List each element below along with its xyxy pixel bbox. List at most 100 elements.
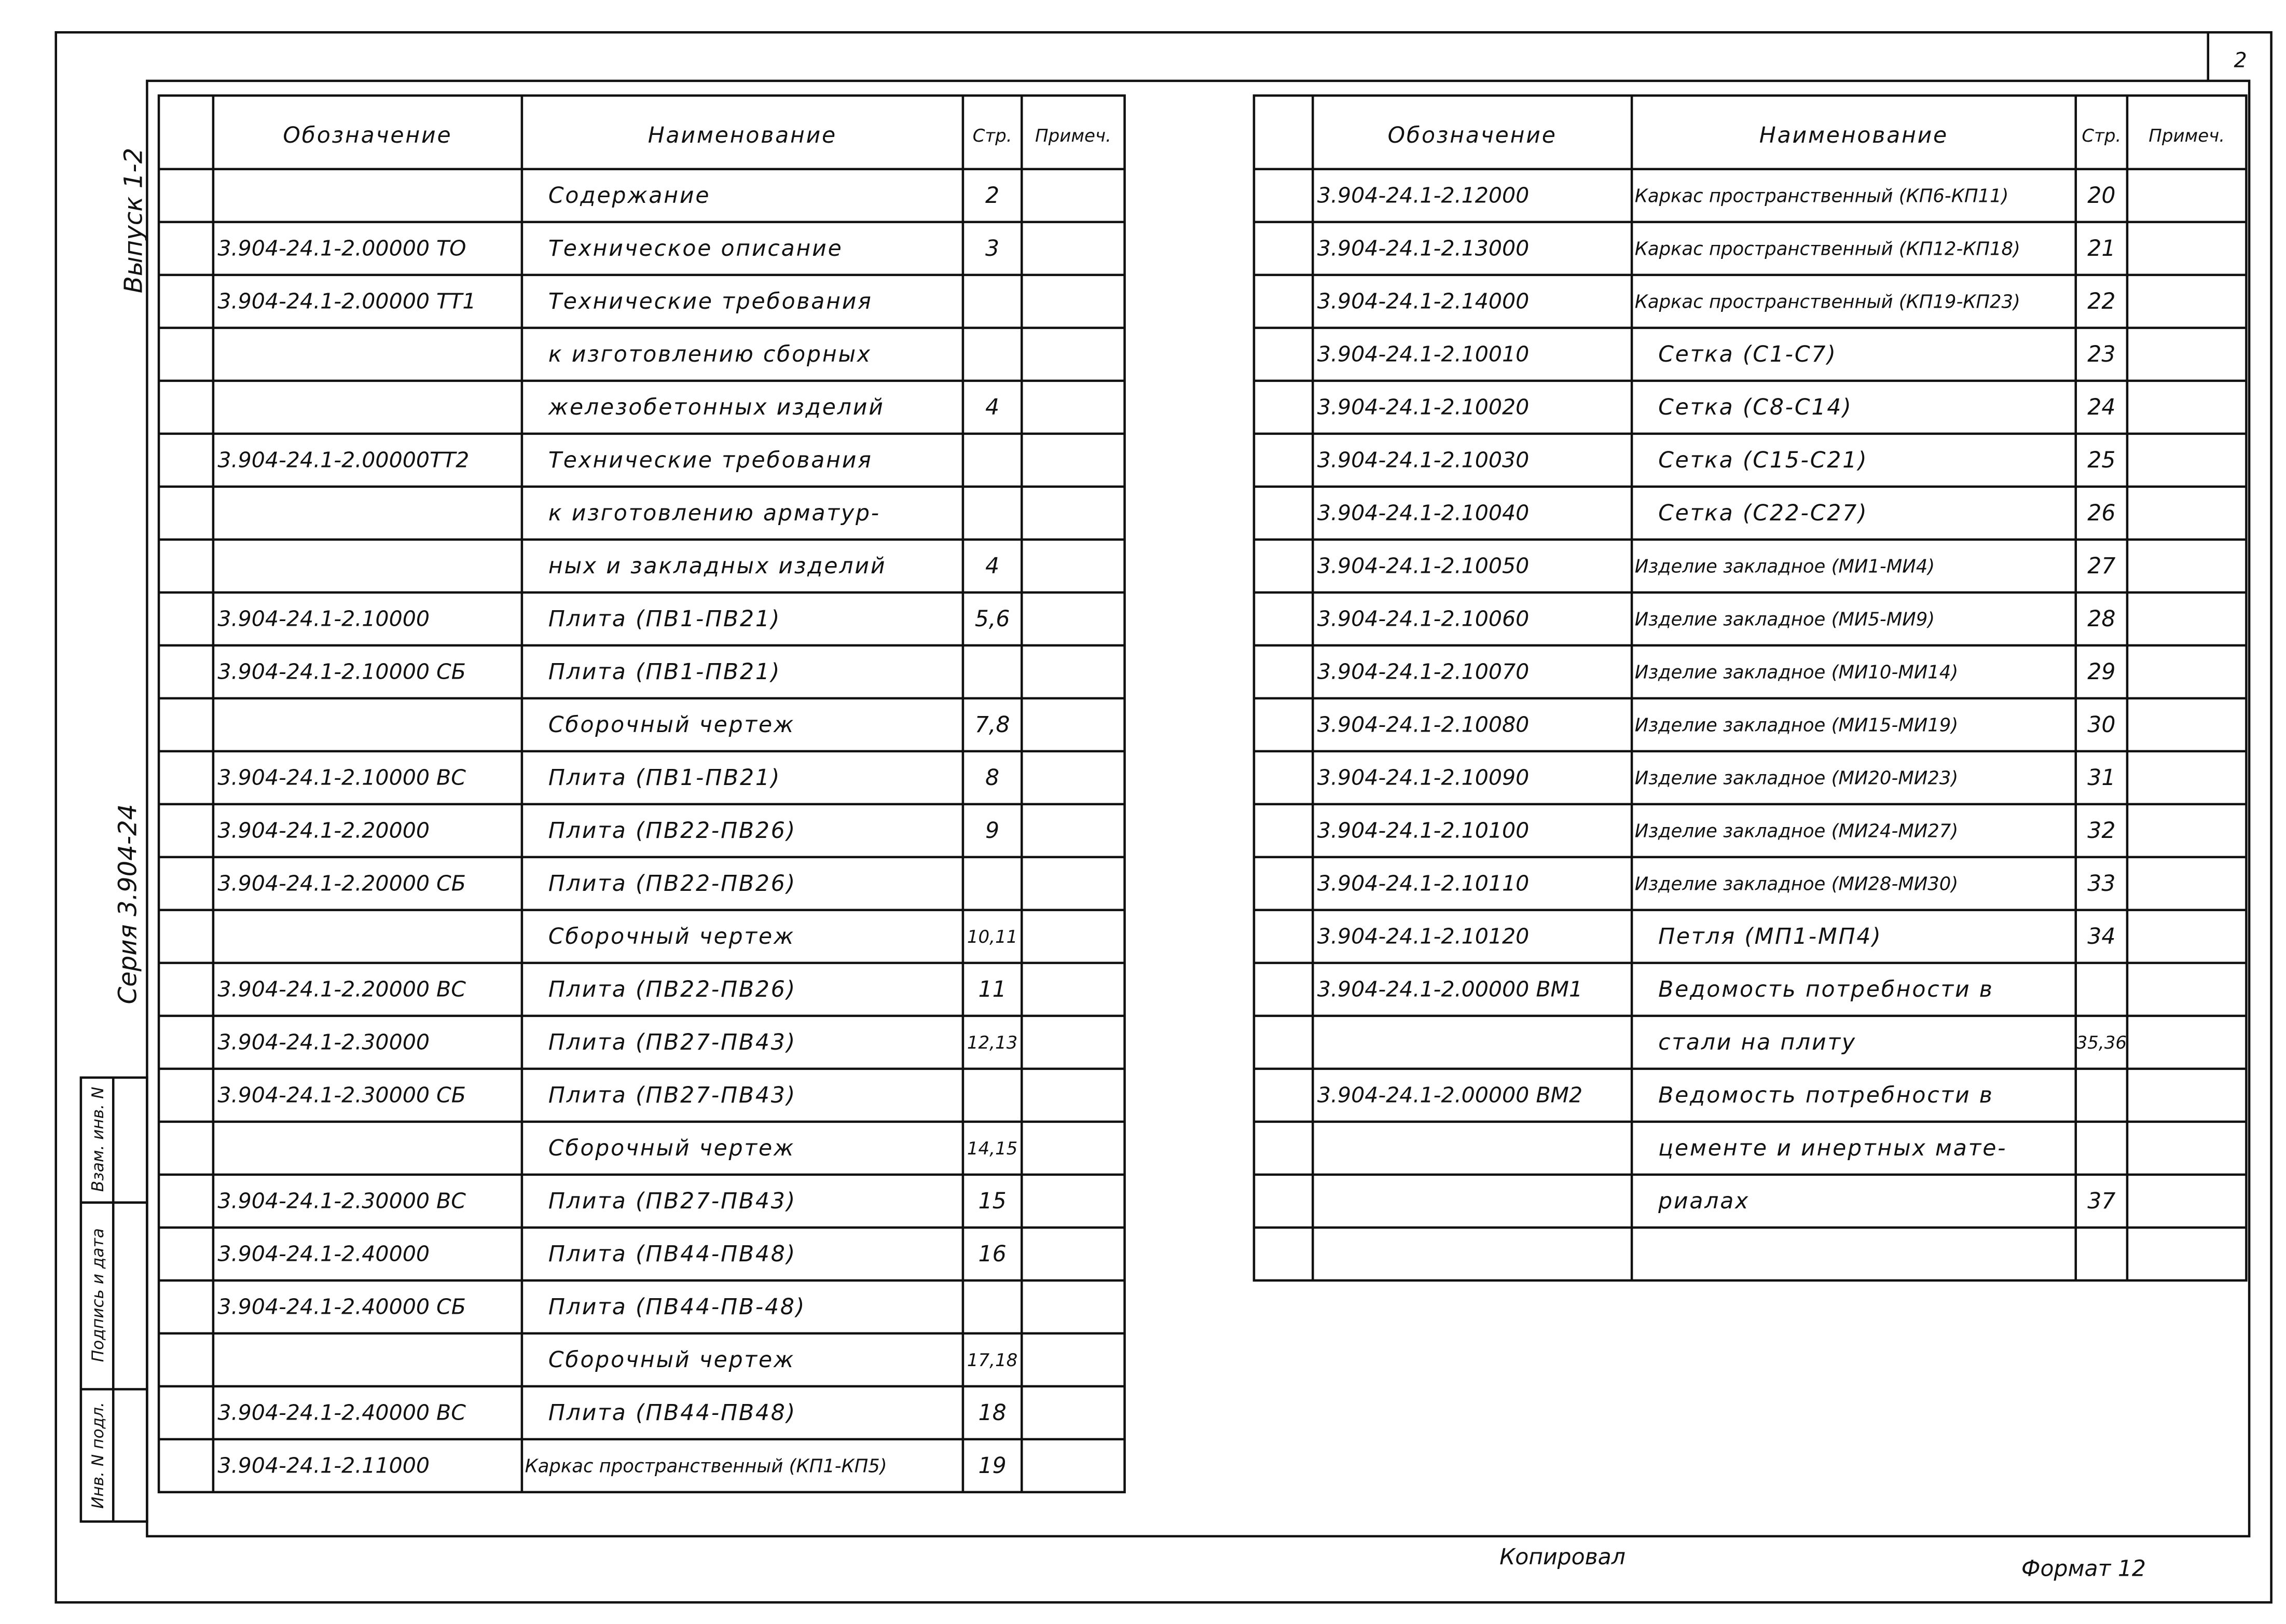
page-number: 37 [2087, 1189, 2115, 1214]
format-label: Формат 12 [2021, 1557, 2146, 1582]
column-header: Наименование [648, 123, 837, 148]
page-number: 26 [2087, 501, 2115, 526]
designation: 3.904-24.1-2.10110 [1317, 871, 1530, 896]
item-name: стали на плиту [1658, 1030, 1856, 1055]
item-name: Изделие закладное (МИ1-МИ4) [1635, 556, 1935, 577]
page-number: 27 [2087, 554, 2115, 579]
item-name: ных и закладных изделий [548, 554, 886, 579]
column-header: Наименование [1759, 123, 1948, 148]
designation: 3.904-24.1-2.10080 [1317, 712, 1530, 737]
column-header: Примеч. [1035, 126, 1111, 146]
stamp-label: Подпись и дата [89, 1228, 107, 1362]
page-number: 29 [2087, 659, 2115, 685]
page-number: 22 [2087, 289, 2115, 314]
page-number: 23 [2087, 342, 2115, 367]
item-name: Технические требования [548, 448, 873, 473]
designation: 3.904-24.1-2.00000ТТ2 [217, 448, 469, 473]
item-name: Изделие закладное (МИ10-МИ14) [1635, 662, 1958, 683]
item-name: Плита (ПВ27-ПВ43) [548, 1030, 796, 1055]
item-name: Сетка (С15-С21) [1658, 448, 1868, 473]
item-name: Сборочный чертеж [548, 1136, 795, 1161]
page-number: 21 [2087, 236, 2115, 262]
item-name: Изделие закладное (МИ20-МИ23) [1635, 768, 1958, 789]
item-name: Изделие закладное (МИ15-МИ19) [1635, 715, 1958, 736]
item-name: Изделие закладное (МИ28-МИ30) [1635, 874, 1958, 895]
designation: 3.904-24.1-2.10060 [1317, 607, 1530, 631]
page-number: 33 [2087, 871, 2115, 897]
page-number: 10,11 [967, 927, 1017, 947]
stamp-label: Взам. инв. N [89, 1087, 107, 1192]
item-name: Плита (ПВ22-ПВ26) [548, 977, 796, 1002]
item-name: Плита (ПВ1-ПВ21) [548, 659, 781, 685]
page-number: 15 [979, 1189, 1007, 1214]
item-name: Петля (МП1-МП4) [1658, 924, 1882, 949]
designation: 3.904-24.1-2.00000 ТО [217, 236, 466, 261]
designation: 3.904-24.1-2.10050 [1317, 554, 1530, 579]
designation: 3.904-24.1-2.11000 [217, 1453, 430, 1478]
designation: 3.904-24.1-2.00000 ВМ1 [1317, 977, 1582, 1002]
designation: 3.904-24.1-2.40000 ВС [217, 1400, 466, 1425]
page-number: 4 [985, 395, 999, 420]
designation: 3.904-24.1-2.20000 ВС [217, 977, 466, 1002]
sheet-number: 2 [2234, 49, 2247, 73]
designation: 3.904-24.1-2.30000 [217, 1030, 430, 1055]
designation: 3.904-24.1-2.10010 [1317, 342, 1530, 367]
item-name: Сборочный чертеж [548, 712, 795, 738]
designation: 3.904-24.1-2.00000 ТТ1 [217, 289, 476, 314]
page-number: 9 [985, 818, 999, 844]
designation: 3.904-24.1-2.20000 [217, 818, 430, 843]
designation: 3.904-24.1-2.12000 [1317, 183, 1530, 208]
page-number: 11 [979, 977, 1007, 1002]
item-name: Сетка (С1-С7) [1658, 342, 1837, 367]
designation: 3.904-24.1-2.10000 [217, 607, 430, 631]
page-number: 18 [979, 1400, 1007, 1426]
outer-frame [54, 31, 2273, 1604]
item-name: Плита (ПВ44-ПВ-48) [548, 1295, 806, 1320]
item-name: Сетка (С8-С14) [1658, 395, 1852, 420]
item-name: Каркас пространственный (КП1-КП5) [525, 1456, 887, 1477]
column-header: Примеч. [2149, 126, 2225, 146]
stamp-label: Инв. N подл. [89, 1402, 107, 1509]
designation: 3.904-24.1-2.00000 ВМ2 [1317, 1083, 1582, 1108]
designation: 3.904-24.1-2.10040 [1317, 501, 1530, 526]
page-number: 4 [985, 554, 999, 579]
page-number: 17,18 [967, 1350, 1017, 1371]
designation: 3.904-24.1-2.40000 СБ [217, 1295, 465, 1319]
item-name: Сетка (С22-С27) [1658, 501, 1868, 526]
column-header: Обозначение [283, 123, 452, 148]
page-number: 24 [2087, 395, 2115, 420]
item-name: риалах [1658, 1189, 1750, 1214]
item-name: Плита (ПВ1-ПВ21) [548, 765, 781, 791]
page-number: 7,8 [975, 712, 1010, 738]
page-number: 30 [2087, 712, 2115, 738]
item-name: Каркас пространственный (КП19-КП23) [1635, 292, 2020, 313]
page-number: 19 [979, 1453, 1007, 1479]
column-header: Обозначение [1388, 123, 1557, 148]
item-name: Плита (ПВ1-ПВ21) [548, 607, 781, 632]
item-name: Содержание [548, 183, 710, 209]
item-name: Каркас пространственный (КП6-КП11) [1635, 186, 2009, 207]
item-name: Ведомость потребности в [1658, 977, 1994, 1002]
page-number: 34 [2087, 924, 2115, 949]
page-number: 5,6 [975, 607, 1010, 632]
designation: 3.904-24.1-2.10000 СБ [217, 659, 465, 684]
page-number: 35,36 [2076, 1033, 2127, 1053]
item-name: Каркас пространственный (КП12-КП18) [1635, 239, 2020, 260]
item-name: Плита (ПВ22-ПВ26) [548, 871, 796, 897]
column-header: Стр. [973, 126, 1012, 146]
page-number: 31 [2087, 765, 2115, 791]
item-name: Плита (ПВ44-ПВ48) [548, 1242, 796, 1267]
table-border [157, 94, 1126, 1494]
item-name: железобетонных изделий [548, 395, 885, 420]
page-number: 25 [2087, 448, 2115, 473]
designation: 3.904-24.1-2.40000 [217, 1242, 430, 1267]
designation: 3.904-24.1-2.10000 ВС [217, 765, 466, 790]
item-name: Сборочный чертеж [548, 1347, 795, 1373]
table-border [1252, 94, 2248, 1282]
item-name: Ведомость потребности в [1658, 1083, 1994, 1108]
item-name: Техническое описание [548, 236, 843, 262]
item-name: Технические требования [548, 289, 873, 314]
page-number: 16 [979, 1242, 1007, 1267]
